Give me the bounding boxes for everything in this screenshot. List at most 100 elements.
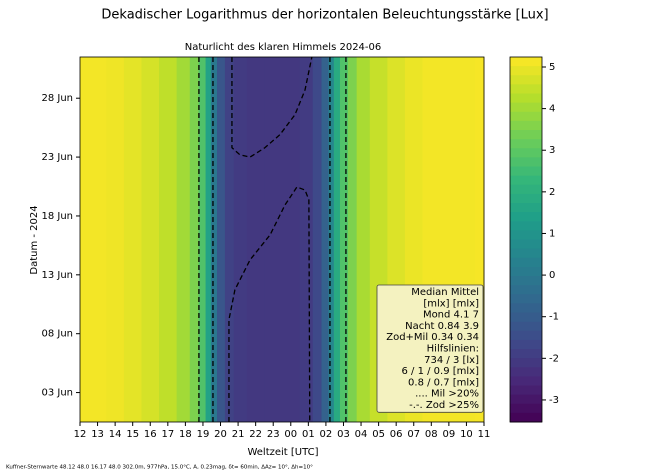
colorbar-band [510, 75, 542, 85]
colorbar-frame [509, 56, 543, 423]
annotation-line: 6 / 1 / 0.9 [mlx] [402, 366, 480, 377]
colorbar-band [510, 111, 542, 122]
plot-frame [79, 56, 485, 423]
colorbar-tick-label: -1 [549, 312, 559, 323]
x-tick-label: 04 [355, 429, 368, 440]
colorbar-tick-label: 1 [549, 228, 555, 239]
colorbar-band [510, 285, 542, 295]
colorbar-band [510, 367, 542, 377]
x-tick-label: 00 [284, 429, 297, 440]
colorbar-band [510, 266, 542, 277]
annotation-line: 0.8 / 0.7 [mlx] [408, 377, 479, 388]
heat-cell [106, 57, 125, 422]
y-axis-label: Datum - 2024 [29, 205, 40, 274]
colorbar-tick-label: 4 [549, 104, 555, 115]
colorbar-tick-label: 2 [549, 187, 555, 198]
heat-cell [233, 57, 248, 422]
x-tick-label: 08 [425, 429, 438, 440]
heat-cell [282, 57, 301, 422]
x-tick-label: 14 [109, 429, 122, 440]
x-tick-label: 18 [179, 429, 192, 440]
heat-cell [88, 57, 107, 422]
x-tick-label: 21 [232, 429, 245, 440]
heat-cell [224, 57, 235, 422]
annotation-line: Zod+Mil 0.34 0.34 [386, 332, 479, 343]
colorbar-tick-label: -3 [549, 395, 559, 406]
contour-line [228, 186, 311, 423]
x-tick-label: 19 [197, 429, 210, 440]
heat-cell [347, 57, 358, 422]
colorbar-band [510, 157, 542, 167]
x-tick-label: 16 [144, 429, 157, 440]
annotation-line: Median Mittel [411, 287, 479, 298]
colorbar-band [510, 221, 542, 231]
heat-cell [80, 57, 90, 422]
annotation-line: [mlx] [mlx] [423, 298, 479, 309]
heat-cell [198, 57, 207, 422]
heat-cell [339, 57, 349, 422]
colorbar-band [510, 230, 542, 240]
x-tick-label: 06 [390, 429, 403, 440]
heat-cell [312, 57, 323, 422]
x-tick-label: 12 [74, 429, 87, 440]
heat-cell [176, 57, 191, 422]
annotation-box [376, 284, 484, 413]
colorbar-band [510, 66, 542, 76]
colorbar-band [510, 248, 542, 259]
heat-cell [299, 57, 314, 422]
colorbar-band [510, 212, 542, 222]
annotation-line: 734 / 3 [lx] [424, 355, 479, 366]
heat-cell [333, 57, 341, 422]
colorbar-band [510, 412, 542, 423]
annotation-line: -.-. Zod >25% [409, 400, 479, 411]
x-tick-label: 01 [302, 429, 315, 440]
x-tick-label: 17 [161, 429, 174, 440]
heat-cell [141, 57, 160, 422]
heat-cell [189, 57, 200, 422]
x-tick-label: 10 [460, 429, 473, 440]
y-tick-label: 13 Jun [41, 270, 73, 281]
y-tick-label: 18 Jun [41, 211, 73, 222]
chart-subtitle: Naturlicht des klaren Himmels 2024-06 [185, 42, 382, 53]
annotation-line: Hilfslinien: [427, 344, 479, 355]
chart-title: Dekadischer Logarithmus der horizontalen… [101, 8, 548, 23]
x-tick-label: 11 [478, 429, 491, 440]
colorbar-band [510, 239, 542, 250]
colorbar-band [510, 403, 542, 414]
heat-cell [264, 57, 283, 422]
annotation-line: Nacht 0.84 3.9 [405, 321, 479, 332]
heat-cell [210, 57, 218, 422]
y-tick-label: 23 Jun [41, 152, 73, 163]
x-tick-label: 03 [337, 429, 350, 440]
heat-cell [159, 57, 178, 422]
colorbar-band [510, 84, 542, 94]
colorbar-tick-label: 5 [549, 62, 555, 73]
colorbar-band [510, 139, 542, 149]
colorbar-band [510, 358, 542, 368]
annotation-line: Mond 4.1 7 [423, 310, 479, 321]
colorbar-band [510, 102, 542, 113]
y-tick-label: 03 Jun [41, 388, 73, 399]
colorbar-tick-label: -2 [549, 353, 559, 364]
contour-line [231, 56, 313, 158]
heat-cell [123, 57, 142, 422]
colorbar-band [510, 130, 542, 140]
colorbar-tick-label: 3 [549, 145, 555, 156]
colorbar-band [510, 385, 542, 396]
heat-cell [328, 57, 335, 422]
colorbar-band [510, 321, 542, 332]
colorbar-band [510, 312, 542, 323]
x-tick-label: 20 [214, 429, 227, 440]
heat-cell [321, 57, 330, 422]
heat-cell [246, 57, 265, 422]
y-tick-label: 28 Jun [41, 93, 73, 104]
x-tick-label: 02 [320, 429, 333, 440]
x-tick-label: 05 [372, 429, 385, 440]
colorbar-band [510, 257, 542, 268]
annotation-line: .... Mil >20% [415, 389, 479, 400]
y-tick-label: 08 Jun [41, 329, 73, 340]
heat-cell [475, 57, 485, 422]
x-tick-label: 15 [126, 429, 139, 440]
colorbar-band [510, 303, 542, 313]
x-tick-label: 22 [249, 429, 262, 440]
